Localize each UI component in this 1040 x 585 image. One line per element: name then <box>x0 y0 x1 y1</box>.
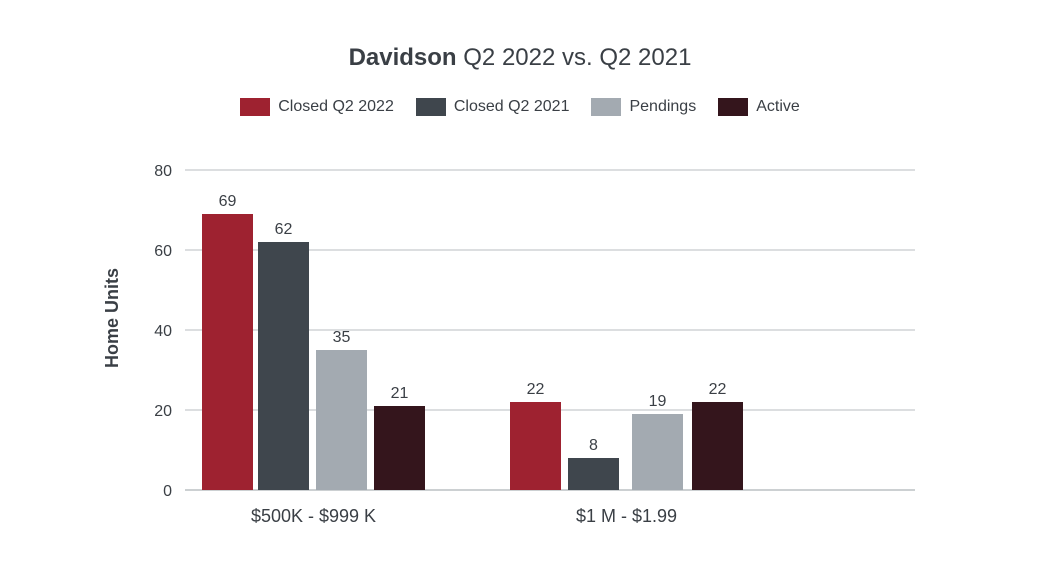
y-tick-label: 0 <box>163 483 172 500</box>
data-label: 8 <box>589 437 598 454</box>
y-axis-ticks: 0 20 40 60 80 <box>154 163 172 500</box>
bar <box>374 406 425 490</box>
legend-swatch <box>718 98 749 116</box>
bar <box>632 414 683 490</box>
bar <box>316 350 367 490</box>
y-tick-label: 40 <box>154 323 172 340</box>
bars <box>202 214 743 490</box>
chart-title: Davidson Q2 2022 vs. Q2 2021 <box>0 44 1040 72</box>
legend-item: Pendings <box>591 98 696 116</box>
legend-item: Closed Q2 2021 <box>415 98 570 116</box>
x-axis-categories: $500K - $999 K $1 M - $1.99 <box>251 506 677 526</box>
data-label: 22 <box>527 381 545 398</box>
bar <box>510 402 561 490</box>
bar <box>202 214 253 490</box>
legend-swatch <box>240 98 271 116</box>
y-tick-label: 20 <box>154 403 172 420</box>
data-label: 35 <box>333 329 351 346</box>
legend-label: Active <box>756 98 800 115</box>
data-label: 21 <box>391 385 409 402</box>
chart-title-rest: Q2 2022 vs. Q2 2021 <box>456 44 692 71</box>
legend-item: Active <box>718 98 800 116</box>
y-tick-label: 80 <box>154 163 172 180</box>
bar <box>568 458 619 490</box>
legend-swatch <box>415 98 446 116</box>
legend-label: Closed Q2 2022 <box>278 98 394 115</box>
x-category-label: $500K - $999 K <box>251 506 376 526</box>
legend-swatch <box>591 98 622 116</box>
chart-legend: Closed Q2 2022 Closed Q2 2021 Pendings A… <box>0 98 1040 116</box>
bar <box>692 402 743 490</box>
legend-label: Closed Q2 2021 <box>453 98 570 115</box>
data-label: 22 <box>709 381 727 398</box>
y-axis-title: Home Units <box>102 268 122 368</box>
data-label: 62 <box>275 221 293 238</box>
bar <box>258 242 309 490</box>
x-category-label: $1 M - $1.99 <box>576 506 677 526</box>
legend-label: Pendings <box>629 98 697 115</box>
data-labels: 69 62 35 21 22 8 19 22 <box>219 193 727 454</box>
chart-title-bold: Davidson <box>348 44 457 71</box>
y-tick-label: 60 <box>154 243 172 260</box>
data-label: 19 <box>649 393 667 410</box>
legend-item: Closed Q2 2022 <box>240 98 394 116</box>
data-label: 69 <box>219 193 237 210</box>
